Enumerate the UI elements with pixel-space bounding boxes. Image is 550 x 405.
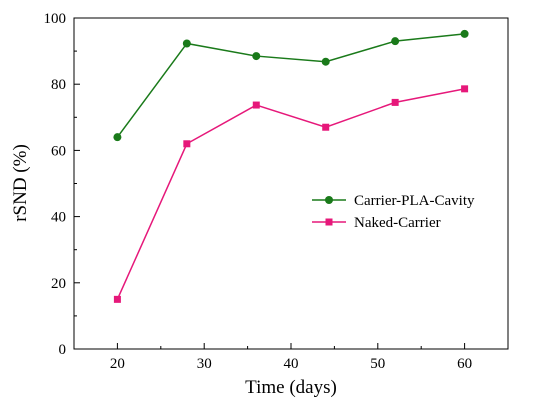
x-tick-label: 20 (110, 356, 125, 372)
data-point-series-1 (460, 29, 469, 38)
legend-label-1: Carrier-PLA-Cavity (354, 193, 475, 209)
data-point-series-1 (252, 52, 261, 61)
x-tick-label: 30 (197, 356, 212, 372)
data-point-series-2 (391, 98, 399, 106)
legend-marker-1 (325, 196, 333, 204)
x-axis-ticks: 20 30 40 50 60 (73, 343, 472, 372)
data-point-series-1 (391, 37, 400, 46)
y-tick-label: 100 (44, 11, 67, 27)
series-line-2 (116, 88, 465, 300)
data-point-series-1 (182, 39, 191, 48)
x-axis-title: Time (days) (245, 377, 337, 398)
data-point-series-2 (252, 101, 260, 109)
y-axis-ticks: 0 20 40 60 80 100 (44, 11, 80, 358)
x-tick-label: 60 (457, 356, 472, 372)
y-tick-label: 40 (51, 210, 66, 226)
y-axis-title: rSND (%) (10, 144, 31, 222)
x-tick-label: 40 (284, 356, 299, 372)
plot-frame (73, 17, 509, 350)
legend: Carrier-PLA-Cavity Naked-Carrier (312, 193, 475, 231)
y-tick-label: 20 (51, 276, 66, 292)
data-point-series-2 (461, 85, 469, 93)
data-point-series-2 (322, 123, 330, 131)
legend-label-2: Naked-Carrier (354, 215, 441, 231)
series-layer (113, 29, 469, 303)
legend-marker-2 (325, 218, 333, 226)
y-tick-label: 0 (59, 342, 67, 358)
y-tick-label: 80 (51, 77, 66, 93)
x-tick-label: 50 (370, 356, 385, 372)
y-tick-label: 60 (51, 143, 66, 159)
data-point-series-1 (113, 133, 122, 142)
data-point-series-1 (321, 57, 330, 66)
data-point-series-2 (113, 295, 121, 303)
series-line-1 (116, 33, 465, 138)
data-point-series-2 (183, 140, 191, 148)
